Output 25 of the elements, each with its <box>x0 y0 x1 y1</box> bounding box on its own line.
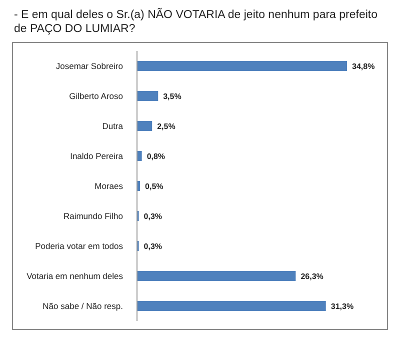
data-label: 0,5% <box>145 182 164 191</box>
y-tick-label: Votaria em nenhum deles <box>26 271 123 281</box>
data-label: 31,3% <box>330 302 354 311</box>
data-label: 34,8% <box>352 62 375 71</box>
y-tick-label: Poderia votar em todos <box>35 241 123 251</box>
y-tick-label: Gilberto Aroso <box>69 91 124 101</box>
y-tick-label: Não sabe / Não resp. <box>42 301 123 311</box>
chart-title: - E em qual deles o Sr.(a) NÃO VOTARIA de jeito nenhum para prefeito de PAÇO DO LUMIAR? <box>13 8 378 37</box>
bar <box>137 151 142 161</box>
data-label: 0,8% <box>146 152 166 161</box>
data-label: 0,3% <box>144 212 162 221</box>
bar <box>137 271 296 281</box>
bar <box>137 61 347 71</box>
data-label: 3,5% <box>163 92 182 101</box>
y-tick-label: Josemar Sobreiro <box>56 61 124 71</box>
bar <box>137 121 152 131</box>
y-tick-label: Dutra <box>102 121 124 131</box>
data-label: 2,5% <box>157 122 176 131</box>
bar <box>137 91 158 101</box>
bar <box>137 301 326 311</box>
y-tick-label: Inaldo Pereira <box>70 151 124 161</box>
data-label: 26,3% <box>300 272 324 281</box>
y-tick-label: Moraes <box>94 181 123 191</box>
data-label: 0,3% <box>144 242 162 251</box>
y-tick-label: Raimundo Filho <box>63 211 124 221</box>
